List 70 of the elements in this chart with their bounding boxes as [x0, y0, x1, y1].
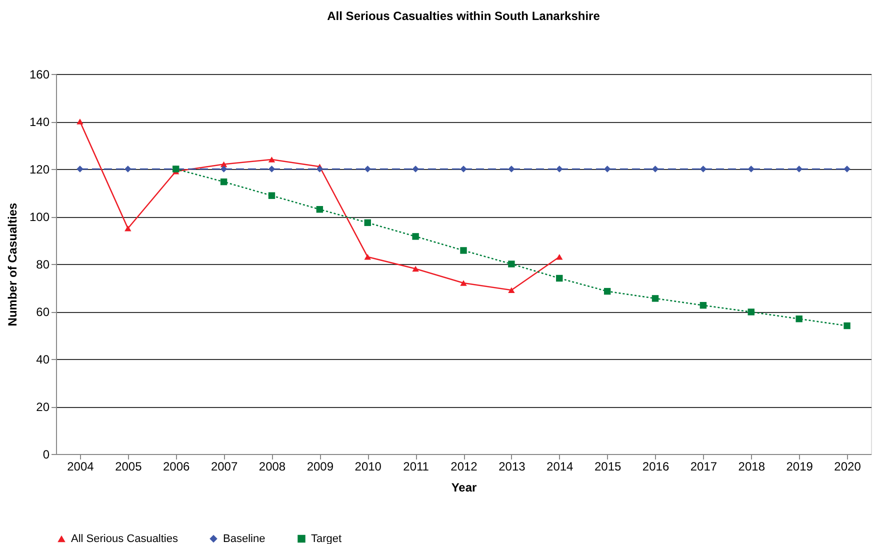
point	[124, 166, 132, 172]
y-tick-label: 120	[29, 162, 50, 176]
point	[268, 192, 276, 199]
y-tick-label: 100	[29, 210, 50, 224]
point	[124, 225, 132, 232]
x-tick-label: 2007	[210, 460, 238, 474]
x-tick-label: 2010	[354, 460, 382, 474]
point	[268, 166, 276, 172]
x-tick-label: 2004	[67, 460, 94, 474]
x-tick-label: 2014	[546, 460, 574, 474]
chart-title: All Serious Casualties within South Lanarkshire	[327, 9, 600, 23]
y-tick-label: 60	[36, 305, 50, 319]
point	[508, 166, 515, 172]
point	[316, 166, 324, 172]
point	[844, 166, 850, 172]
legend-label: All Serious Casualties	[71, 532, 178, 544]
x-axis-title: Year	[451, 480, 478, 494]
x-tick-label: 2009	[306, 460, 334, 474]
point	[76, 166, 84, 172]
x-tick-label: 2011	[403, 460, 430, 474]
point	[796, 166, 802, 172]
x-tick-label: 2013	[498, 460, 526, 474]
point	[796, 316, 802, 322]
point	[412, 166, 419, 172]
x-tick-label: 2006	[163, 460, 190, 474]
point	[220, 178, 228, 186]
point	[652, 166, 659, 172]
x-tick-label: 2005	[115, 460, 142, 474]
point	[556, 274, 563, 282]
legend-label: Target	[311, 532, 342, 544]
point	[700, 166, 707, 172]
point	[460, 166, 467, 172]
legend-label: Baseline	[223, 532, 266, 544]
point	[748, 166, 754, 172]
x-tick-label: 2020	[834, 460, 862, 474]
point	[364, 166, 371, 172]
x-tick-label: 2016	[642, 460, 670, 474]
point	[364, 219, 371, 226]
point	[652, 295, 659, 302]
y-tick-label: 20	[36, 400, 50, 414]
x-tick-label: 2018	[738, 460, 766, 474]
point	[700, 302, 707, 309]
point	[316, 206, 324, 213]
point	[508, 260, 515, 268]
point	[268, 156, 276, 162]
y-tick-label: 80	[36, 258, 50, 272]
point	[364, 254, 371, 260]
x-tick-label: 2015	[594, 460, 622, 474]
point	[748, 308, 754, 316]
x-tick-label: 2019	[786, 460, 814, 474]
point	[604, 166, 611, 172]
point	[460, 280, 467, 286]
x-tick-label: 2008	[258, 460, 286, 474]
x-tick-label: 2017	[690, 460, 718, 474]
point	[844, 322, 850, 330]
point	[604, 288, 611, 295]
y-tick-label: 140	[29, 115, 50, 129]
point	[460, 247, 467, 254]
point	[556, 166, 563, 172]
x-tick-label: 2012	[450, 460, 478, 474]
point	[76, 118, 84, 124]
y-tick-label: 160	[29, 68, 50, 82]
y-tick-label: 0	[42, 448, 50, 462]
point	[556, 254, 563, 260]
point	[412, 233, 419, 240]
y-axis-title: Number of Casualties	[5, 202, 20, 326]
point	[508, 287, 515, 294]
point	[220, 166, 228, 172]
y-tick-label: 40	[36, 352, 50, 366]
point	[412, 266, 419, 272]
